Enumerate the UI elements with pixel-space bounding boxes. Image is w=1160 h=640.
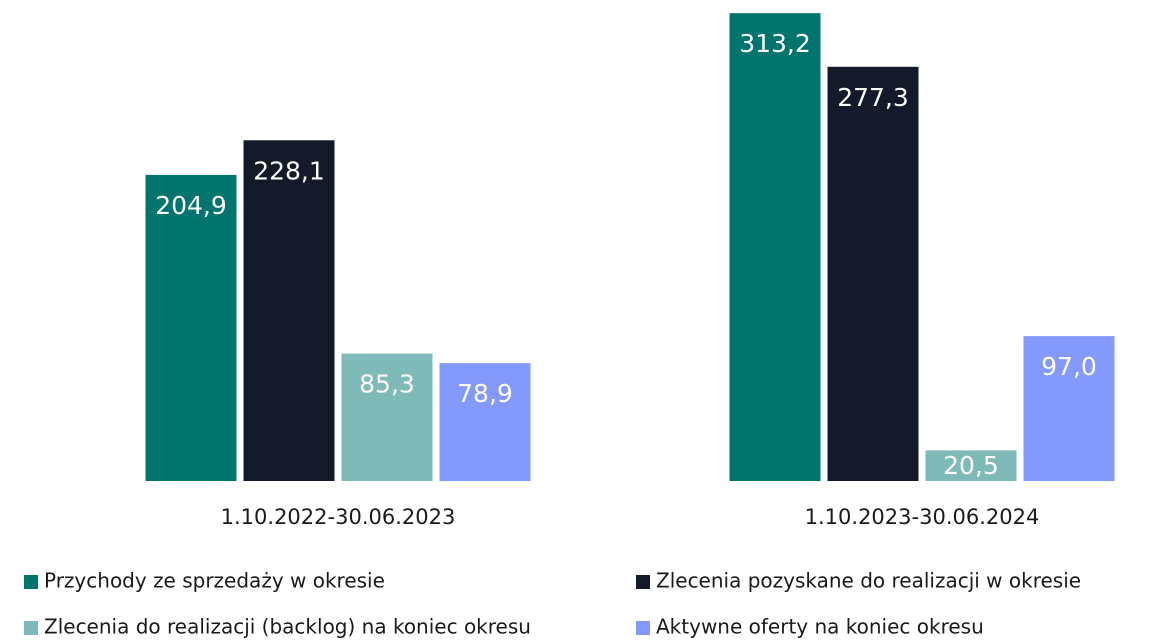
value-label: 228,1 (253, 156, 325, 185)
legend-swatch (24, 621, 38, 635)
legend-label: Przychody ze sprzedaży w okresie (44, 569, 385, 593)
bar (925, 450, 1017, 481)
bar (1023, 336, 1115, 481)
bar (145, 174, 237, 482)
value-label: 97,0 (1041, 352, 1097, 381)
value-label: 20,5 (943, 451, 999, 480)
bar (827, 66, 919, 481)
value-label: 85,3 (359, 370, 415, 399)
legend-label: Zlecenia do realizacji (backlog) na koni… (44, 615, 531, 639)
legend-label: Zlecenia pozyskane do realizacji w okres… (656, 569, 1081, 593)
value-label: 277,3 (837, 83, 909, 112)
bar (729, 13, 821, 481)
x-tick-label: 1.10.2022-30.06.2023 (221, 505, 456, 529)
value-label: 313,2 (739, 29, 811, 58)
bar (439, 363, 531, 481)
value-label: 204,9 (155, 191, 227, 220)
legend-swatch (636, 575, 650, 589)
legend-swatch (24, 575, 38, 589)
legend-label: Aktywne oferty na koniec okresu (656, 615, 984, 639)
bar (243, 140, 335, 481)
legend-swatch (636, 621, 650, 635)
value-label: 78,9 (457, 379, 513, 408)
bar (341, 353, 433, 481)
x-tick-label: 1.10.2023-30.06.2024 (805, 505, 1040, 529)
